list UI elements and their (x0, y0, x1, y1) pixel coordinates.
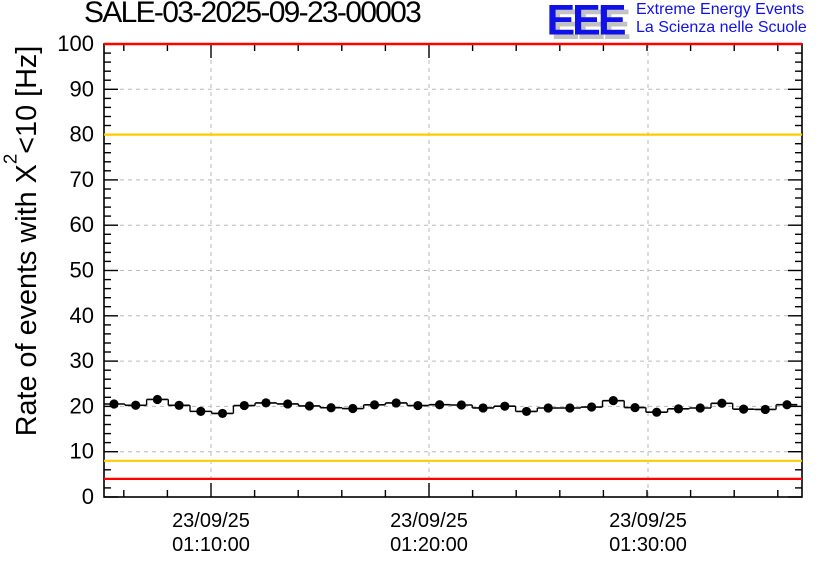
svg-text:La Scienza nelle Scuole: La Scienza nelle Scuole (636, 19, 807, 36)
svg-text:Extreme Energy Events: Extreme Energy Events (636, 1, 804, 18)
svg-text:EEE: EEE (547, 0, 625, 45)
